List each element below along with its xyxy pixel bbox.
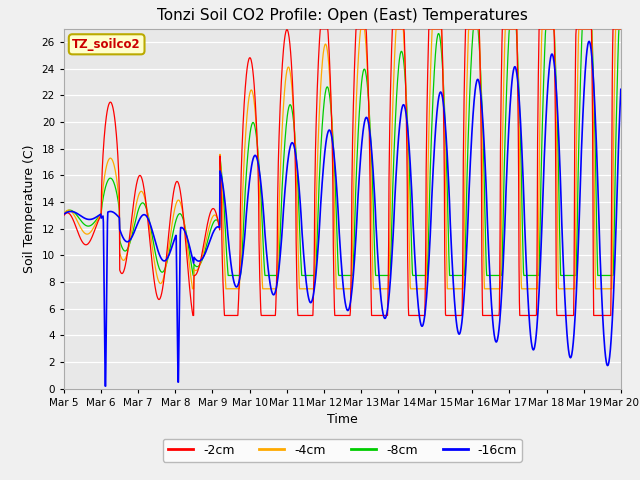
-16cm bbox=[318, 180, 326, 186]
-8cm bbox=[126, 240, 134, 246]
-16cm bbox=[297, 205, 305, 211]
Line: -8cm: -8cm bbox=[64, 29, 621, 276]
-8cm bbox=[103, 180, 111, 185]
X-axis label: Time: Time bbox=[327, 413, 358, 426]
-4cm bbox=[357, 26, 365, 32]
-16cm bbox=[126, 237, 134, 243]
Line: -16cm: -16cm bbox=[64, 41, 621, 386]
-8cm bbox=[617, 26, 625, 32]
-8cm bbox=[308, 273, 316, 278]
-4cm bbox=[189, 286, 196, 292]
-8cm bbox=[318, 124, 326, 130]
Title: Tonzi Soil CO2 Profile: Open (East) Temperatures: Tonzi Soil CO2 Profile: Open (East) Temp… bbox=[157, 9, 528, 24]
-16cm bbox=[586, 38, 593, 44]
Legend: -2cm, -4cm, -8cm, -16cm: -2cm, -4cm, -8cm, -16cm bbox=[163, 439, 522, 462]
-8cm bbox=[378, 273, 385, 278]
-4cm bbox=[617, 26, 625, 32]
-16cm bbox=[60, 211, 68, 217]
-16cm bbox=[101, 383, 109, 389]
-4cm bbox=[378, 286, 385, 292]
-16cm bbox=[617, 86, 625, 92]
-2cm bbox=[316, 26, 324, 32]
-4cm bbox=[318, 61, 326, 67]
Line: -2cm: -2cm bbox=[64, 29, 621, 315]
-4cm bbox=[308, 286, 316, 292]
-2cm bbox=[378, 312, 385, 318]
-16cm bbox=[104, 219, 111, 225]
-4cm bbox=[103, 161, 111, 167]
-2cm bbox=[103, 109, 111, 115]
-2cm bbox=[319, 26, 326, 32]
-2cm bbox=[126, 232, 134, 238]
-16cm bbox=[308, 298, 316, 303]
-2cm bbox=[308, 312, 316, 318]
-16cm bbox=[378, 298, 385, 303]
-4cm bbox=[297, 286, 305, 292]
-4cm bbox=[126, 239, 134, 245]
Text: TZ_soilco2: TZ_soilco2 bbox=[72, 38, 141, 51]
-8cm bbox=[60, 211, 68, 216]
-8cm bbox=[470, 26, 477, 32]
-2cm bbox=[297, 312, 305, 318]
-2cm bbox=[60, 213, 68, 218]
-8cm bbox=[297, 252, 305, 257]
-4cm bbox=[60, 211, 68, 216]
-2cm bbox=[189, 312, 196, 318]
Line: -4cm: -4cm bbox=[64, 29, 621, 289]
-2cm bbox=[617, 26, 625, 32]
Y-axis label: Soil Temperature (C): Soil Temperature (C) bbox=[23, 144, 36, 273]
-8cm bbox=[189, 273, 197, 278]
